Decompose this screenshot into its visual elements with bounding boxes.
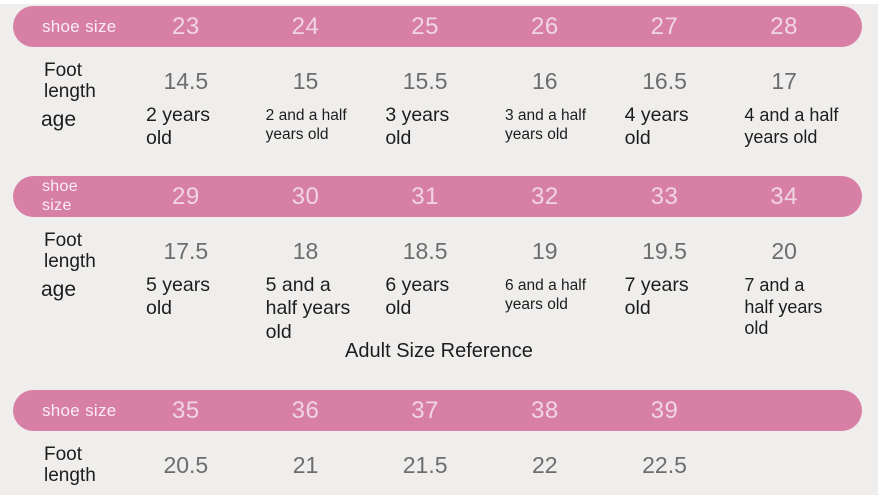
shoe-size-value: 33 [650,182,679,210]
kids-size-table-2: shoe size 29 30 31 32 33 34 Foot length … [0,176,878,343]
foot-length-value: 20.5 [163,451,209,478]
shoe-size-value: 37 [411,396,439,424]
age-value: 2 and a half years old [265,107,347,143]
foot-length-label: Foot length [44,443,96,486]
age-value: 4 years old [624,104,689,150]
foot-length-value: 22.5 [642,451,687,478]
foot-length-label: Foot length [44,59,96,102]
kids-size-table-1: shoe size 23 24 25 26 27 28 Foot length … [0,6,878,162]
foot-length-value: 18.5 [402,237,448,264]
age-value: 3 and a half years old [504,107,586,143]
age-value: 5 years old [146,274,210,320]
shoe-size-value: 28 [770,12,798,40]
foot-length-value: 15 [292,67,319,94]
shoe-size-value: 25 [411,12,439,40]
age-value: 7 and a half years old [744,275,823,339]
shoe-size-value: 23 [171,12,200,40]
shoe-size-value: 38 [530,396,559,424]
shoe-size-value: 34 [770,182,798,210]
shoe-size-label: shoe size [42,178,78,214]
shoe-size-value: 35 [171,396,200,424]
age-value: 4 and a half years old [744,105,839,147]
adult-size-reference-title: Adult Size Reference [345,340,533,362]
shoe-size-value: 24 [291,12,320,40]
age-value: 3 years old [385,104,450,150]
age-label: age [41,108,77,131]
shoe-size-value: 31 [411,182,439,210]
age-value: 5 and a half years old [265,274,351,343]
adult-size-table: shoe size 35 36 37 38 39 Foot length 20.… [0,390,878,489]
foot-length-value: 17.5 [163,237,209,264]
shoe-size-value: 29 [171,182,200,210]
foot-length-value: 18 [292,237,319,264]
foot-length-value: 22 [532,451,558,478]
age-value: 6 and a half years old [504,277,586,313]
foot-length-row-1: Foot length 14.5 15 15.5 16 16.5 17 [13,58,862,104]
shoe-size-value: 26 [530,12,559,40]
age-row-2: age 5 years old 5 and a half years old 6… [13,274,862,343]
size-chart-background: shoe size 23 24 25 26 27 28 Foot length … [0,4,878,495]
age-value: 7 years old [624,274,689,320]
age-row-1: age 2 years old 2 and a half years old 3… [13,104,862,162]
shoe-size-label: shoe size [42,16,117,36]
shoe-size-header-row-2: shoe size 29 30 31 32 33 34 [13,176,862,217]
foot-length-row-3: Foot length 20.5 21 21.5 22 22.5 [13,441,862,489]
foot-length-value: 21 [292,451,319,478]
foot-length-value: 16.5 [642,67,687,94]
foot-length-value: 17 [771,67,797,94]
foot-length-value: 16 [532,67,558,94]
age-label: age [41,278,77,301]
foot-length-value: 21.5 [402,451,448,478]
foot-length-value: 14.5 [163,67,209,94]
shoe-size-value: 39 [650,396,679,424]
foot-length-value: 19.5 [642,237,687,264]
shoe-size-value: 30 [291,182,320,210]
age-value: 6 years old [385,274,450,320]
shoe-size-header-row-3: shoe size 35 36 37 38 39 [13,390,862,431]
shoe-size-value: 27 [650,12,679,40]
shoe-size-value: 36 [291,396,320,424]
shoe-size-header-row-1: shoe size 23 24 25 26 27 28 [13,6,862,47]
shoe-size-value: 32 [530,182,559,210]
foot-length-value: 20 [771,237,797,264]
age-value: 2 years old [146,104,210,150]
foot-length-row-2: Foot length 17.5 18 18.5 19 19.5 20 [13,228,862,274]
shoe-size-label: shoe size [42,400,117,420]
foot-length-value: 19 [532,237,558,264]
foot-length-value: 15.5 [402,67,448,94]
foot-length-label: Foot length [44,229,96,272]
